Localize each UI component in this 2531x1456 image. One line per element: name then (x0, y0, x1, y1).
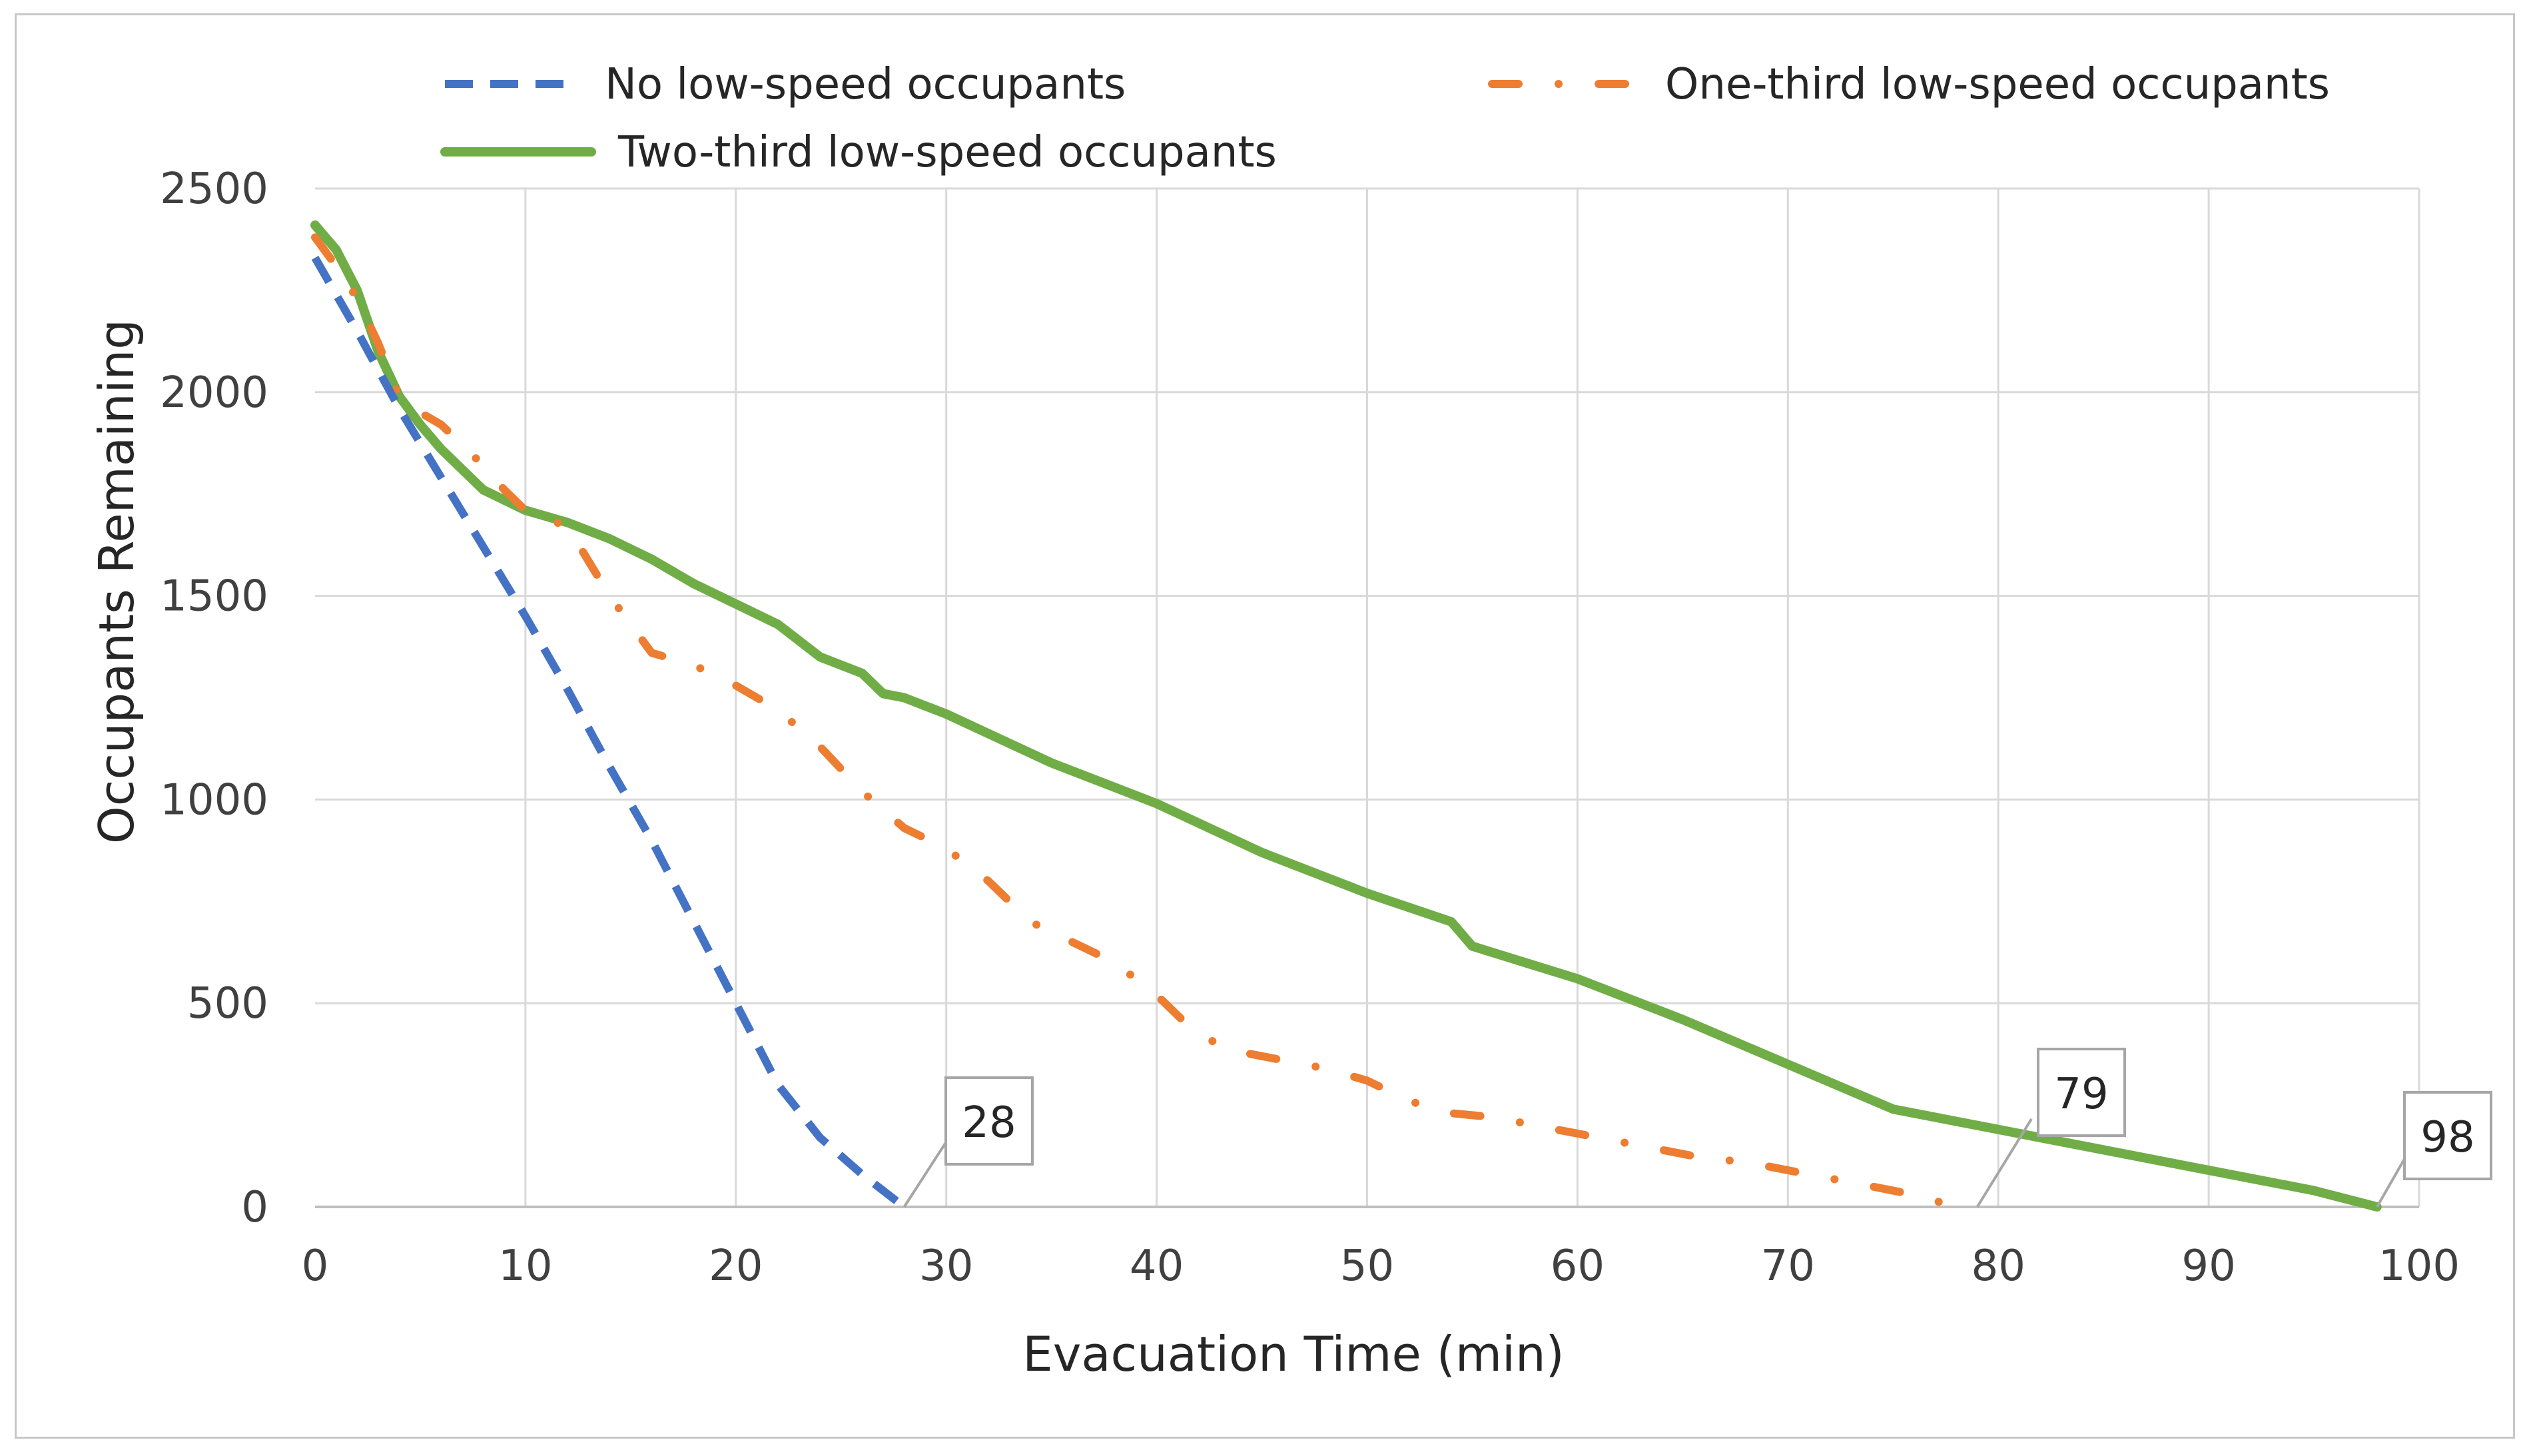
y-axis-title: Occupants Remaining (89, 319, 145, 844)
callout-leader-1 (1976, 1118, 2033, 1208)
gridlines (315, 187, 2420, 1207)
x-tick-label-50: 50 (1340, 1242, 1394, 1291)
x-axis-title: Evacuation Time (min) (1022, 1326, 1564, 1382)
legend-label-1: One-third low-speed occupants (1665, 60, 2330, 109)
y-tick-label-2000: 2000 (160, 368, 268, 418)
chart-frame (15, 13, 2515, 1439)
callout-leader-2 (2376, 1158, 2406, 1208)
y-tick-label-2500: 2500 (160, 165, 268, 214)
callout-label-0: 28 (962, 1098, 1016, 1148)
y-tick-label-1500: 1500 (160, 572, 268, 621)
y-tick-label-500: 500 (187, 979, 268, 1028)
series-lines (310, 220, 2382, 1212)
x-tick-label-100: 100 (2378, 1242, 2460, 1291)
series-line-0 (311, 256, 907, 1210)
x-tick-label-30: 30 (919, 1242, 973, 1291)
callout-box-1 (2037, 1048, 2126, 1137)
callout-box-0 (944, 1076, 1034, 1166)
x-tick-label-10: 10 (498, 1242, 552, 1291)
y-tick-label-0: 0 (241, 1183, 268, 1232)
axes: 0 10 20 30 40 50 60 70 80 90 100050010001500200025… (160, 165, 2460, 1291)
x-tick-label-90: 90 (2181, 1242, 2235, 1291)
x-tick-label-70: 70 (1761, 1242, 1815, 1291)
x-tick-label-60: 60 (1551, 1242, 1605, 1291)
legend-label-0: No low-speed occupants (605, 60, 1126, 109)
x-tick-label-0: 0 (302, 1242, 329, 1291)
callouts: 28 79 98 (903, 1048, 2492, 1208)
x-tick-label-20: 20 (709, 1242, 763, 1291)
series-line-1 (311, 233, 1960, 1211)
callout-box-2 (2403, 1091, 2492, 1180)
series-line-2 (310, 220, 2382, 1212)
y-tick-label-1000: 1000 (160, 775, 268, 825)
callout-leader-0 (903, 1131, 954, 1208)
legend: No low-speed occupants One-third low-spee… (440, 60, 2330, 177)
x-tick-label-80: 80 (1971, 1242, 2025, 1291)
x-tick-label-40: 40 (1130, 1242, 1184, 1291)
legend-label-2: Two-third low-speed occupants (617, 128, 1277, 177)
callout-label-1: 79 (2054, 1070, 2108, 1119)
callout-label-2: 98 (2420, 1113, 2474, 1162)
